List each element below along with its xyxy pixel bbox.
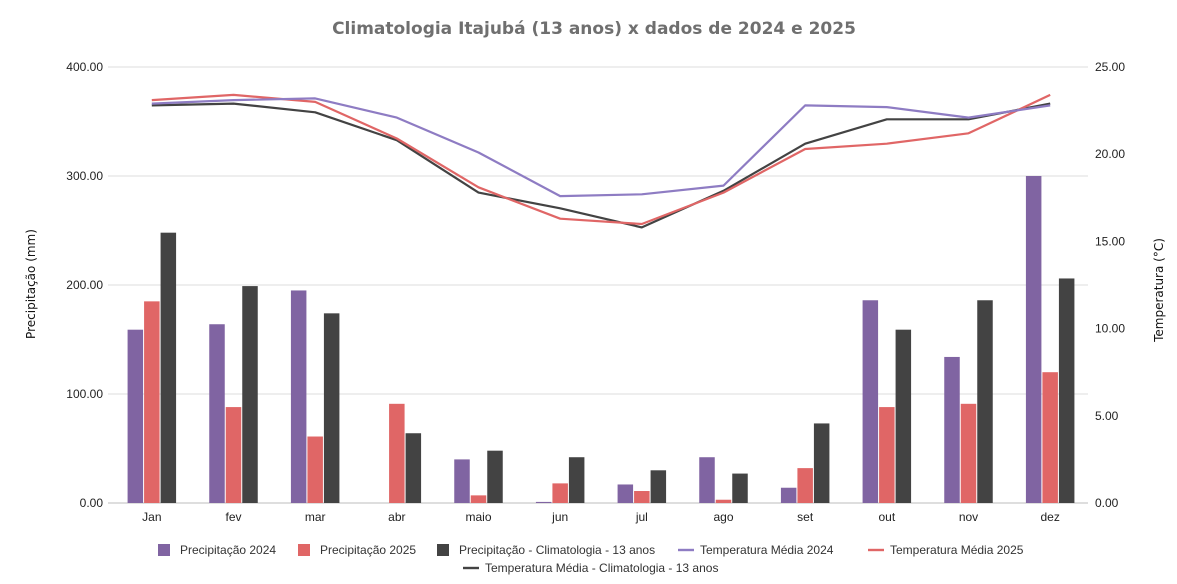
right-axis-title: Temperatura (°C) [1152,238,1166,343]
bar [780,487,797,503]
bar [389,403,405,503]
bar [862,300,879,503]
bar [960,403,977,503]
bar [535,501,552,503]
x-tick-label: jul [635,510,648,524]
legend-label: Precipitação 2025 [320,543,416,557]
bar [895,329,912,503]
legend-swatch [298,544,310,556]
bar [977,300,993,503]
bar [225,407,242,503]
legend-swatch [158,544,170,556]
bar [944,356,960,503]
bar [405,433,422,503]
right-tick-label: 25.00 [1095,60,1125,74]
left-axis-ticks: 0.00 100.00 200.00 300.00 400.00 [66,60,103,510]
left-tick-label: 400.00 [66,60,103,74]
x-tick-label: abr [388,510,405,524]
x-tick-label: dez [1040,510,1059,524]
left-axis-title: Precipitação (mm) [24,229,38,339]
x-axis-ticks: Jan fev mar abr maio jun jul ago set out nov dez [142,510,1060,524]
bar [144,301,160,503]
legend-label: Precipitação 2024 [180,543,276,557]
x-tick-label: jun [551,510,568,524]
legend-swatch [868,548,884,552]
bar [650,470,667,503]
bar [715,499,732,503]
bar [813,423,830,503]
bar [1058,278,1075,503]
bar [634,491,650,503]
left-tick-label: 200.00 [66,278,103,292]
bar [732,473,748,503]
x-tick-label: ago [713,510,733,524]
bar [797,468,813,503]
bar [552,483,568,503]
bar [454,459,470,503]
bar [617,484,634,503]
bar [470,495,487,503]
bar [879,407,895,503]
legend-label: Temperatura Média 2024 [700,543,834,557]
right-tick-label: 5.00 [1095,409,1119,423]
x-tick-label: fev [225,510,241,524]
legend-label: Temperatura Média - Climatologia - 13 an… [485,561,718,575]
bar-series [127,176,1075,503]
legend: Precipitação 2024 Precipitação 2025 Precip… [158,543,1024,575]
left-tick-label: 100.00 [66,387,103,401]
bar [1025,176,1042,503]
x-tick-label: out [878,510,895,524]
right-axis-ticks: 0.00 5.00 10.00 15.00 20.00 25.00 [1095,60,1125,510]
right-tick-label: 0.00 [1095,496,1119,510]
x-tick-label: Jan [142,510,161,524]
legend-swatch [437,544,449,556]
gridlines [108,66,1088,504]
bar [209,324,225,503]
legend-swatch [678,548,694,552]
x-tick-label: maio [465,510,491,524]
left-tick-label: 300.00 [66,169,103,183]
x-tick-label: nov [959,510,978,524]
x-tick-label: mar [305,510,326,524]
bar [127,329,144,503]
bar [487,450,503,503]
legend-label: Precipitação - Climatologia - 13 anos [459,543,655,557]
line-series [151,93,1051,229]
series-line [151,102,1051,229]
bar [242,286,258,503]
right-tick-label: 10.00 [1095,322,1125,336]
x-tick-label: set [797,510,814,524]
bar [307,436,323,503]
left-tick-label: 0.00 [80,496,104,510]
bar [568,457,585,503]
right-tick-label: 15.00 [1095,234,1125,248]
series-line [151,93,1051,226]
series-line [151,97,1051,198]
right-tick-label: 20.00 [1095,147,1125,161]
chart-title: Climatologia Itajubá (13 anos) x dados d… [332,19,856,39]
legend-swatch [463,566,479,570]
bar [290,290,307,503]
bar [1042,372,1058,503]
bar [699,457,715,503]
legend-label: Temperatura Média 2025 [890,543,1024,557]
bar [160,232,177,503]
bar [323,313,340,503]
